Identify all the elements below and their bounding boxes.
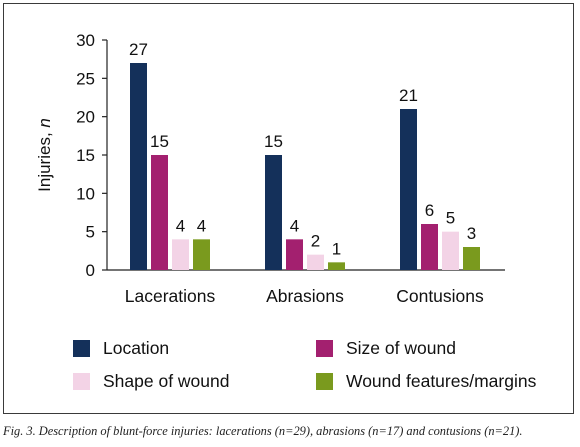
y-tick-label: 5 [86,223,95,242]
y-tick-label: 0 [86,261,95,280]
x-category-label: Abrasions [266,286,344,306]
bar [151,155,168,270]
bar [421,224,438,270]
bar [463,247,480,270]
chart-legend: Location Size of wound Shape of wound Wound… [73,338,537,391]
y-tick-label: 20 [76,108,95,127]
y-axis-label: Injuries, n [35,118,54,192]
x-category-label: Contusions [396,286,484,306]
bar-value-label: 5 [446,209,455,228]
legend-swatch [73,373,90,390]
bar-value-label: 27 [129,40,148,59]
bar [328,262,345,270]
bar-value-label: 4 [290,216,299,235]
bar-value-label: 1 [332,239,341,258]
bar-value-label: 15 [264,132,283,151]
legend-swatch [73,340,90,357]
legend-label: Wound features/margins [346,371,537,391]
legend-label: Location [103,338,169,358]
bar [400,109,417,270]
bar-value-label: 4 [176,216,185,235]
legend-swatch [316,373,333,390]
y-tick-label: 30 [76,31,95,50]
bar [265,155,282,270]
bar [286,239,303,270]
bar [130,63,147,270]
bar-value-label: 15 [150,132,169,151]
bar-value-label: 4 [197,216,206,235]
y-tick-label: 10 [76,184,95,203]
bar [193,239,210,270]
x-category-label: Lacerations [125,286,216,306]
bar [307,254,324,270]
bar [442,231,459,270]
y-tick-label: 25 [76,69,95,88]
y-tick-label: 15 [76,146,95,165]
figure-caption: Fig. 3. Description of blunt-force injur… [3,424,523,438]
figure-frame [3,3,574,414]
legend-label: Shape of wound [103,371,230,391]
legend-swatch [316,340,333,357]
bar-value-label: 6 [425,201,434,220]
legend-label: Size of wound [346,338,456,358]
bar-value-label: 2 [311,232,320,251]
bar [172,239,189,270]
bar-value-label: 3 [467,224,476,243]
bar-value-label: 21 [399,86,418,105]
